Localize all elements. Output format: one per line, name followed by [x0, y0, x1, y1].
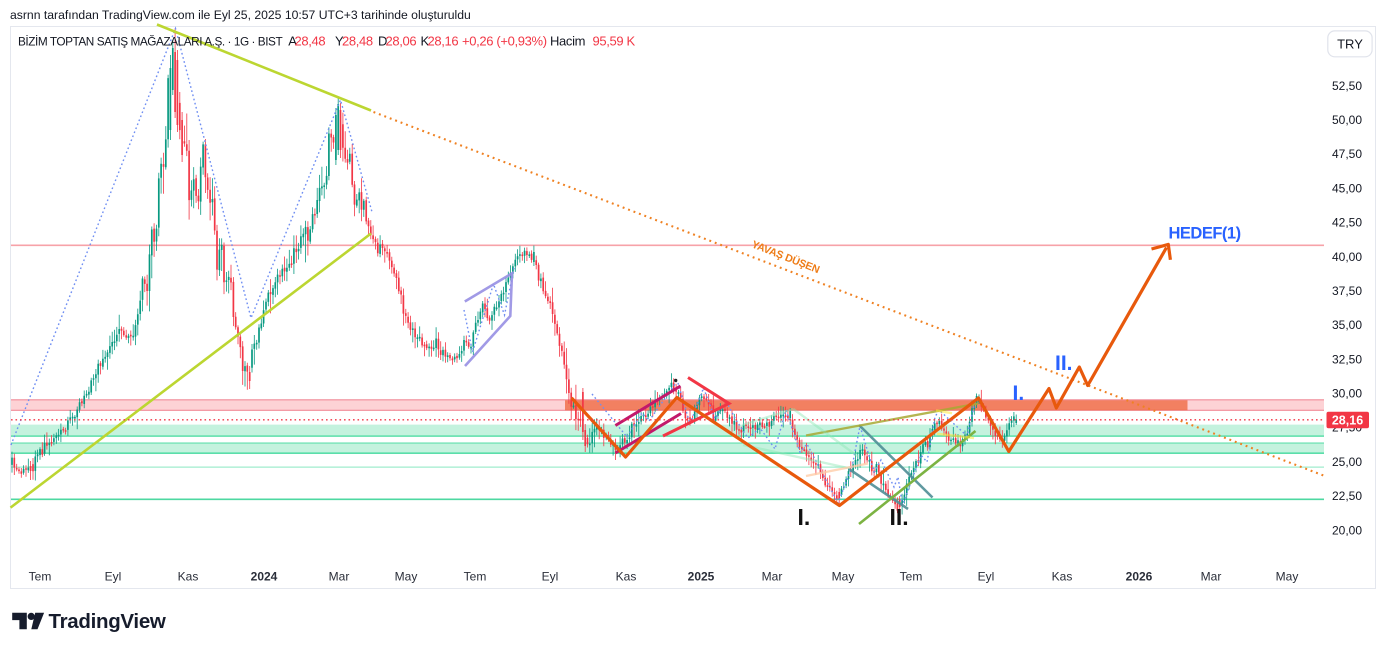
svg-text:A: A — [288, 33, 297, 48]
svg-text:22,50: 22,50 — [1332, 489, 1362, 503]
svg-text:Eyl: Eyl — [105, 570, 122, 584]
svg-text:I.: I. — [798, 504, 811, 530]
svg-text:May: May — [832, 570, 855, 584]
svg-text:30,00: 30,00 — [1332, 387, 1362, 401]
svg-text:28,16: 28,16 — [428, 33, 459, 48]
svg-text:Tem: Tem — [29, 570, 52, 584]
svg-text:Hacim: Hacim — [550, 33, 585, 48]
svg-text:Eyl: Eyl — [542, 570, 559, 584]
svg-text:Eyl: Eyl — [978, 570, 995, 584]
svg-text:D: D — [378, 33, 387, 48]
svg-text:52,50: 52,50 — [1332, 79, 1362, 93]
svg-text:II.: II. — [1055, 352, 1073, 375]
svg-text:Mar: Mar — [1201, 570, 1222, 584]
svg-text:95,59 K: 95,59 K — [593, 33, 636, 48]
svg-text:I.: I. — [1013, 382, 1025, 405]
svg-text:Kas: Kas — [1052, 570, 1073, 584]
svg-text:May: May — [1276, 570, 1299, 584]
svg-text:40,00: 40,00 — [1332, 250, 1362, 264]
svg-text:20,00: 20,00 — [1332, 523, 1362, 537]
svg-text:BİZİM TOPTAN SATIŞ MAĞAZALARI: BİZİM TOPTAN SATIŞ MAĞAZALARI A.Ş. · 1G … — [18, 34, 282, 48]
svg-text:47,50: 47,50 — [1332, 147, 1362, 161]
svg-text:Kas: Kas — [616, 570, 637, 584]
svg-text:Tem: Tem — [464, 570, 487, 584]
svg-text:42,50: 42,50 — [1332, 216, 1362, 230]
svg-text:Mar: Mar — [329, 570, 350, 584]
svg-text:2024: 2024 — [251, 570, 278, 584]
svg-text:Kas: Kas — [178, 570, 199, 584]
svg-text:28,06: 28,06 — [386, 33, 417, 48]
svg-text:45,00: 45,00 — [1332, 181, 1362, 195]
svg-text:25,00: 25,00 — [1332, 455, 1362, 469]
svg-text:Tem: Tem — [900, 570, 923, 584]
svg-text:2026: 2026 — [1126, 570, 1153, 584]
svg-text:Y: Y — [335, 33, 344, 48]
svg-text:2025: 2025 — [688, 570, 715, 584]
svg-text:+0,26 (+0,93%): +0,26 (+0,93%) — [462, 33, 547, 48]
svg-text:35,00: 35,00 — [1332, 318, 1362, 332]
svg-text:28,16: 28,16 — [1332, 413, 1363, 427]
svg-text:II.: II. — [890, 504, 909, 530]
svg-text:28,48: 28,48 — [295, 33, 326, 48]
svg-text:HEDEF(1): HEDEF(1) — [1169, 225, 1241, 243]
svg-text:37,50: 37,50 — [1332, 284, 1362, 298]
svg-text:asrnn tarafından TradingView.c: asrnn tarafından TradingView.com ile Eyl… — [10, 8, 471, 22]
svg-text:TRY: TRY — [1337, 37, 1363, 52]
svg-text:32,50: 32,50 — [1332, 352, 1362, 366]
svg-text:May: May — [395, 570, 418, 584]
svg-text:50,00: 50,00 — [1332, 113, 1362, 127]
svg-text:TradingView: TradingView — [49, 610, 166, 633]
svg-text:Mar: Mar — [762, 570, 783, 584]
svg-text:K: K — [421, 33, 430, 48]
svg-text:28,48: 28,48 — [342, 33, 373, 48]
